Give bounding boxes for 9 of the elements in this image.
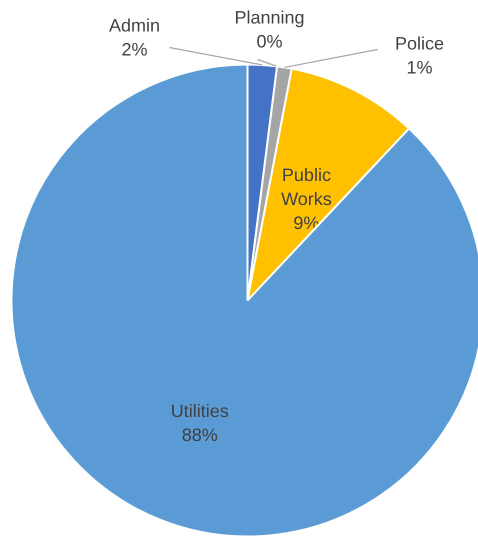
data-label: 1% [406,58,433,78]
text: 0% [256,32,283,52]
slice-label: Utilities [170,401,229,422]
data-label: 88% [182,425,218,446]
data-label: 2% [121,40,148,60]
category-label: Planning [234,8,305,28]
slice-label: Public Works [281,164,332,209]
slice-label: Police [394,34,444,54]
slice-label: Admin [108,16,160,36]
